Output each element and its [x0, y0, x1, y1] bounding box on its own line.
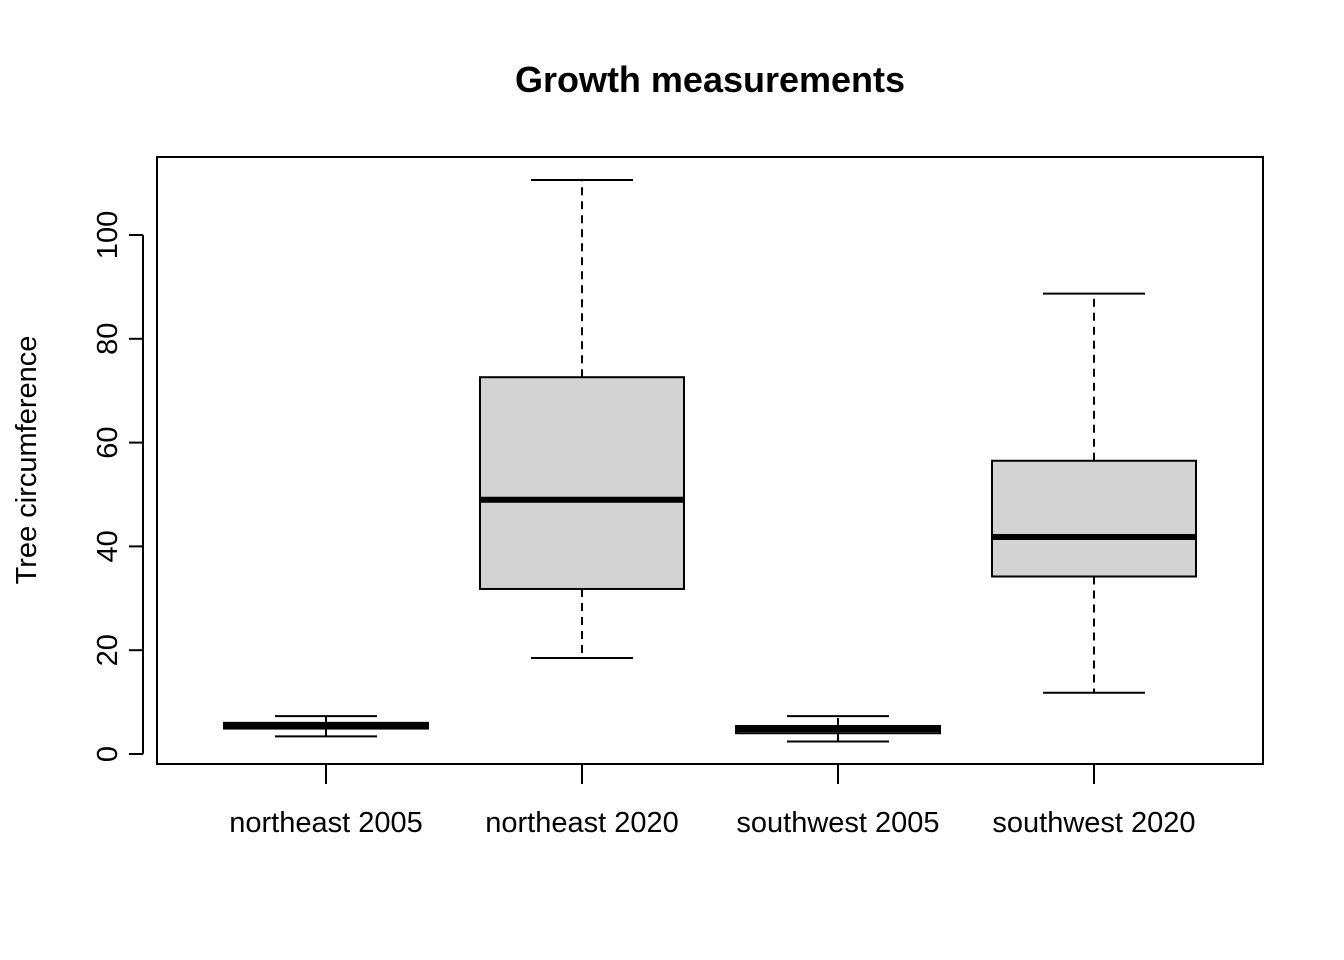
box-group	[479, 178, 685, 659]
box-group	[223, 715, 429, 738]
y-axis: 0 20 40 60 80 100	[92, 211, 144, 762]
x-tick-label: southwest 2005	[736, 807, 939, 839]
boxes	[223, 178, 1197, 743]
y-tick-label: 40	[92, 530, 124, 562]
x-tick-label: northeast 2005	[229, 807, 422, 839]
box-group	[991, 292, 1197, 694]
x-axis: northeast 2005 northeast 2020 southwest 20…	[229, 763, 1196, 839]
y-tick-label: 60	[92, 426, 124, 458]
x-tick-label: northeast 2020	[485, 807, 678, 839]
box-iqr	[479, 376, 685, 590]
y-tick-label: 100	[92, 211, 124, 259]
x-tick-label: southwest 2020	[992, 807, 1195, 839]
y-tick-label: 20	[92, 634, 124, 666]
y-axis-label: Tree circumference	[11, 336, 43, 585]
chart-title: Growth measurements	[515, 59, 905, 100]
y-tick-label: 80	[92, 323, 124, 355]
box-iqr	[991, 459, 1197, 578]
y-tick-label: 0	[92, 746, 124, 762]
box-group	[735, 715, 941, 743]
